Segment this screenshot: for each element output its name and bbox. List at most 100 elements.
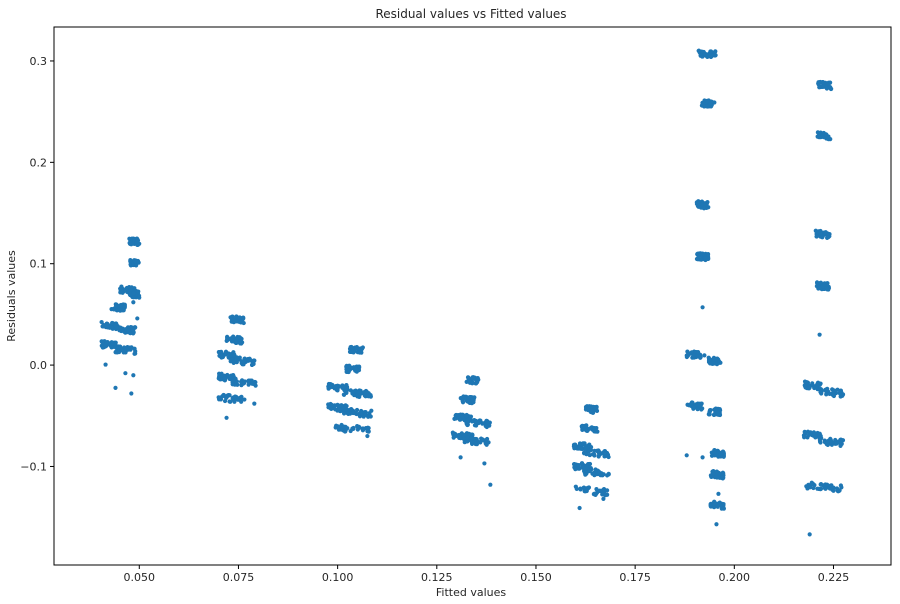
data-point	[136, 289, 141, 294]
data-point	[696, 254, 701, 259]
data-point	[586, 449, 592, 454]
data-point	[224, 395, 229, 401]
data-point	[239, 399, 244, 404]
data-point	[232, 399, 237, 404]
data-point	[356, 390, 362, 396]
data-point	[132, 346, 137, 351]
data-point	[341, 424, 347, 429]
data-point	[700, 455, 705, 460]
data-point	[708, 53, 713, 59]
data-point	[712, 100, 717, 105]
data-point	[577, 441, 583, 446]
data-point	[246, 358, 251, 363]
data-point	[594, 486, 599, 492]
data-point	[358, 410, 363, 415]
data-point	[824, 86, 829, 91]
data-point	[116, 349, 121, 355]
data-point	[238, 341, 243, 346]
data-point	[119, 307, 125, 313]
y-tick-label: −0.1	[20, 460, 47, 473]
data-point	[474, 381, 479, 386]
data-point	[103, 362, 108, 367]
data-point	[817, 439, 823, 444]
data-point	[464, 439, 469, 444]
data-point	[230, 382, 235, 387]
data-point	[234, 379, 240, 384]
data-point	[233, 394, 238, 399]
y-axis-label: Residuals values	[5, 250, 18, 342]
data-point	[351, 410, 356, 416]
data-point	[837, 488, 842, 493]
chart-title: Residual values vs Fitted values	[375, 7, 566, 21]
data-point	[817, 431, 822, 436]
data-point	[837, 391, 842, 396]
data-point	[467, 431, 472, 437]
data-point	[716, 491, 721, 496]
data-point	[705, 98, 710, 104]
data-point	[598, 473, 603, 478]
data-point	[126, 328, 131, 333]
data-point	[326, 405, 331, 410]
data-point	[111, 307, 117, 312]
data-point	[367, 411, 372, 416]
data-point	[598, 488, 603, 494]
data-point	[227, 399, 232, 404]
data-point	[603, 493, 608, 498]
data-point	[829, 86, 834, 92]
data-point	[576, 462, 581, 468]
data-point	[581, 441, 586, 446]
data-point	[703, 256, 708, 261]
data-point	[687, 403, 692, 408]
x-axis-label: Fitted values	[436, 586, 507, 599]
data-point	[104, 323, 109, 328]
data-point	[239, 383, 244, 388]
x-tick-label: 0.150	[520, 571, 552, 584]
data-point	[480, 421, 485, 426]
data-point	[699, 103, 705, 108]
data-point	[818, 280, 823, 285]
data-point	[458, 455, 463, 460]
data-point	[228, 315, 233, 320]
data-point	[228, 359, 233, 364]
data-point	[804, 484, 809, 489]
data-point	[246, 382, 251, 387]
data-point	[832, 388, 837, 393]
data-point	[470, 397, 475, 402]
data-point	[708, 407, 713, 413]
data-point	[113, 385, 118, 390]
data-point	[361, 427, 366, 432]
data-point	[583, 404, 589, 410]
data-point	[354, 411, 359, 417]
data-point	[576, 446, 582, 451]
y-tick-label: 0.0	[30, 359, 48, 372]
data-point	[347, 368, 352, 373]
data-point	[335, 408, 340, 413]
data-point	[343, 429, 348, 434]
data-point	[343, 389, 348, 394]
data-point	[128, 292, 133, 297]
data-point	[818, 79, 823, 85]
data-point	[583, 466, 588, 471]
data-point	[223, 352, 228, 357]
data-point	[605, 488, 610, 493]
data-point	[336, 427, 341, 432]
data-point	[714, 470, 720, 475]
data-point	[231, 378, 236, 383]
data-point	[136, 293, 142, 298]
data-point	[700, 251, 705, 256]
data-point	[238, 396, 244, 401]
data-point	[802, 429, 808, 435]
data-point	[695, 407, 700, 412]
data-point	[459, 431, 464, 436]
data-point	[346, 411, 351, 416]
data-point	[707, 412, 712, 417]
data-point	[364, 391, 370, 396]
data-point	[814, 385, 819, 390]
data-point	[224, 415, 229, 420]
data-point	[354, 407, 360, 413]
data-point	[349, 344, 354, 350]
data-point	[476, 420, 481, 426]
data-point	[339, 403, 344, 408]
data-point	[825, 442, 830, 448]
data-point	[123, 371, 128, 376]
